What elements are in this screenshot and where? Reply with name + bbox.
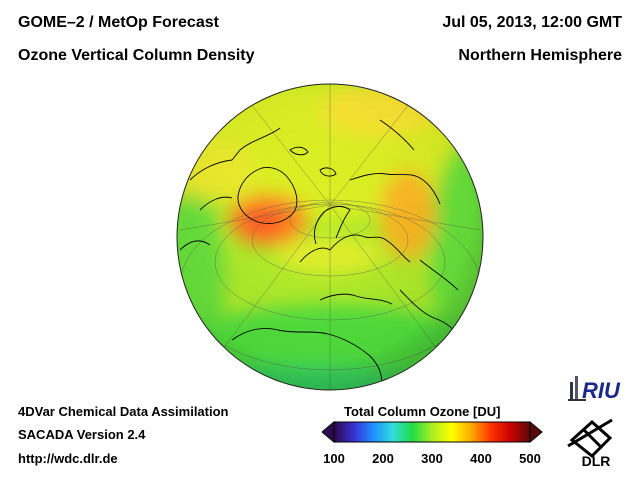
globe-outline (176, 83, 484, 391)
colorbar-tick: 200 (372, 451, 394, 466)
riu-logo-text: RIU (582, 378, 621, 403)
footer-url[interactable]: http://wdc.dlr.de (18, 451, 118, 466)
colorbar-title: Total Column Ozone [DU] (344, 404, 501, 419)
riu-logo: RIU (568, 376, 621, 403)
dlr-logo-text: DLR (582, 453, 611, 468)
colorbar-tick: 500 (519, 451, 541, 466)
footer-version: SACADA Version 2.4 (18, 427, 146, 442)
title-instrument: GOME–2 / MetOp Forecast (18, 14, 219, 31)
dlr-logo: DLR (567, 418, 613, 468)
colorbar-high-arrow (529, 420, 543, 444)
title-quantity: Ozone Vertical Column Density (18, 47, 255, 64)
title-date: Jul 05, 2013, 12:00 GMT (442, 14, 622, 31)
colorbar (322, 420, 543, 444)
colorbar-tick: 300 (421, 451, 443, 466)
colorbar-low-arrow (322, 420, 335, 444)
colorbar-tick: 400 (470, 451, 492, 466)
colorbar-gradient (333, 421, 531, 443)
colorbar-tick: 100 (323, 451, 345, 466)
footer-method: 4DVar Chemical Data Assimilation (18, 404, 229, 419)
title-region: Northern Hemisphere (458, 47, 622, 64)
